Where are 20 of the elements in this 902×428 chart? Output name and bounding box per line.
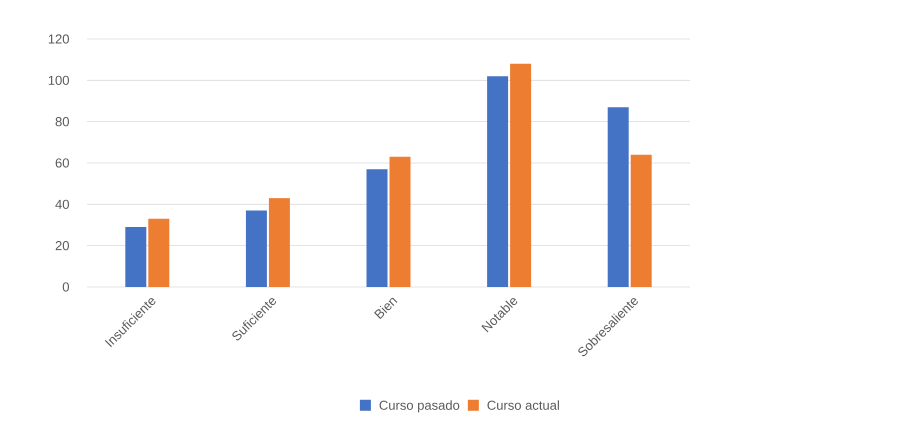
bar: [510, 64, 532, 287]
y-tick-label: 20: [56, 241, 69, 250]
bar: [390, 156, 411, 287]
y-tick-label: 40: [55, 200, 69, 209]
bar: [268, 198, 290, 287]
x-tick-label: Bien: [374, 298, 398, 320]
y-tick-label: 0: [62, 282, 69, 292]
y-tick-label: 80: [56, 117, 69, 126]
bar: [366, 169, 388, 287]
bar: [608, 107, 629, 287]
y-tick-label: 60: [56, 158, 69, 168]
bar: [246, 210, 267, 287]
legend-label: Curso pasado: [380, 400, 460, 412]
y-tick-label: 120: [48, 34, 69, 44]
bar: [148, 218, 170, 287]
bar: [125, 227, 146, 287]
y-tick-label: 100: [48, 76, 69, 85]
bar: [630, 154, 652, 287]
legend-label: Curso actual: [487, 400, 559, 410]
bar: [487, 76, 508, 287]
